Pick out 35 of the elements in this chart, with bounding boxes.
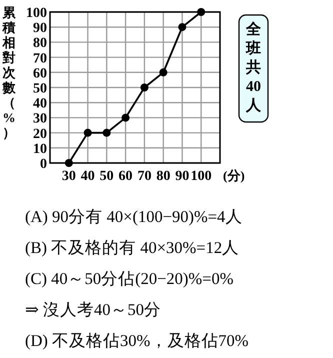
y-tick-label: 30 [33,112,47,127]
point [159,68,168,76]
point [140,84,148,92]
y-tick-label: 80 [33,36,47,52]
x-tick-label: 80 [156,169,170,184]
y-tick-label: 0 [40,157,47,172]
y-tick-label: 90 [33,21,47,36]
text: (D) 不及格佔30%，及格佔70% [25,331,249,350]
x-tick-label: 60 [118,169,133,184]
y-tick-label: 40 [33,96,47,112]
x-tick-label: 50 [100,169,114,184]
x-tick-label: 30 [62,169,76,184]
point [178,23,186,32]
text: ⇒ 沒人考40～50分 [25,300,161,319]
y-tick-label: 10 [33,142,47,157]
y-tick-label: 20 [33,126,47,142]
x-tick-label: 40 [80,169,95,184]
text: (C) 40～50分佔(20−20)%=0% [25,269,234,288]
y-tick-label: 50 [33,82,47,96]
y-tick-label: 100 [26,6,47,21]
x-tick-label: 70 [137,169,152,184]
y-tick-label: 60 [33,66,47,82]
text: (B) 不及格的有 40×30%=12人 [25,238,240,257]
point [64,159,73,167]
text: (A) 90分有 40×(100−90)%=4人 [25,207,242,226]
point [84,128,92,137]
point [122,114,130,122]
y-tick-label: 70 [33,51,47,66]
point [102,128,111,137]
text: 全班共40人 [245,21,262,114]
text: 累積相對次數（%） [2,5,16,140]
point [197,8,206,16]
x-tick-label: 100 [190,169,212,184]
x-tick-label: 90 [175,169,190,184]
x-axis-title: (分) [223,168,245,183]
